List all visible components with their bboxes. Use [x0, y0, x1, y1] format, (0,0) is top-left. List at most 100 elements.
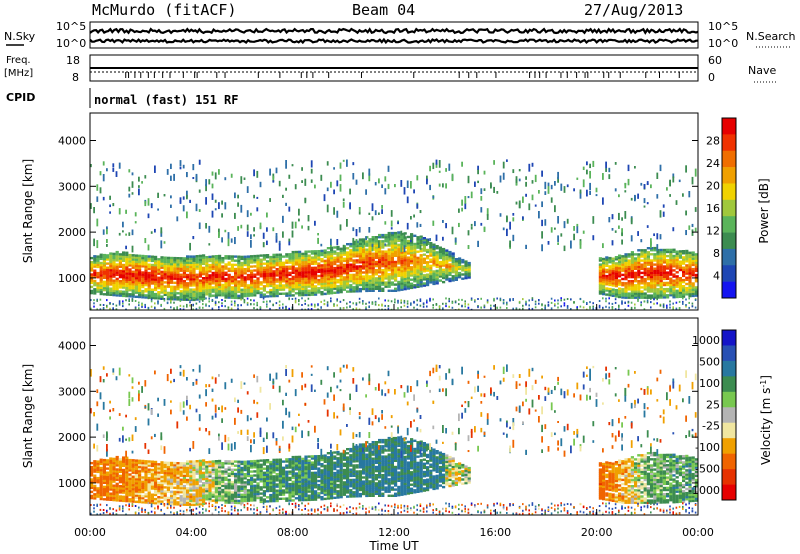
velocity-cell: [195, 482, 199, 486]
velocity-cell: [115, 495, 119, 498]
power-cell: [390, 275, 394, 278]
power-cell: [112, 256, 116, 260]
power-cell: [237, 274, 241, 277]
velocity-cell: [128, 503, 130, 506]
power-cell: [285, 273, 289, 277]
power-cell: [666, 281, 670, 285]
power-cell: [102, 282, 106, 286]
velocity-cell: [115, 509, 118, 512]
power-cell: [323, 288, 327, 291]
velocity-cell: [186, 462, 190, 465]
power-cell: [173, 263, 177, 266]
power-cell: [96, 184, 99, 191]
power-cell: [598, 277, 602, 281]
power-cell: [221, 257, 225, 260]
power-cell: [243, 268, 247, 271]
power-cell: [563, 302, 566, 305]
power-cell: [640, 296, 644, 299]
velocity-cell: [128, 475, 132, 478]
velocity-cell: [141, 464, 145, 467]
velocity-cell: [118, 476, 122, 480]
power-cell: [438, 263, 442, 266]
power-cell: [304, 308, 306, 310]
power-cell: [621, 294, 625, 297]
power-cell: [195, 307, 198, 310]
power-cell: [230, 282, 234, 285]
power-cell: [384, 221, 387, 225]
power-cell: [608, 306, 610, 309]
power-cell: [173, 261, 177, 264]
velocity-cell: [192, 481, 196, 484]
velocity-cell: [109, 465, 113, 469]
power-cell: [384, 271, 388, 274]
power-cell: [442, 252, 446, 255]
power-cell: [358, 275, 362, 278]
power-cell: [496, 191, 499, 194]
power-cell: [157, 278, 161, 282]
power-cell: [259, 260, 263, 263]
power-cell: [326, 292, 330, 295]
power-cell: [234, 302, 236, 305]
power-cell: [672, 308, 674, 310]
velocity-cell: [118, 508, 121, 511]
velocity-cell: [189, 487, 193, 490]
power-cell: [237, 296, 241, 300]
power-cell: [458, 276, 462, 279]
power-cell: [118, 302, 121, 305]
power-cell: [157, 295, 161, 298]
velocity-cell: [189, 499, 193, 502]
power-cell: [317, 262, 321, 265]
power-cell: [608, 261, 612, 264]
power-cell: [163, 275, 167, 278]
power-cell: [688, 294, 692, 298]
power-cell: [320, 264, 324, 267]
power-cell: [371, 281, 375, 284]
power-cell: [634, 306, 636, 309]
power-cell: [346, 306, 348, 309]
power-cell: [419, 254, 423, 257]
power-cell: [192, 265, 196, 269]
velocity-cell: [112, 472, 116, 475]
velocity-cell: [99, 503, 102, 506]
velocity-cell: [115, 470, 119, 473]
velocity-cell: [90, 408, 92, 414]
power-cell: [186, 263, 190, 266]
power-cell: [362, 240, 366, 243]
power-cell: [272, 259, 276, 263]
velocity-cell: [141, 480, 145, 483]
velocity-cell: [128, 483, 132, 486]
velocity-cell: [93, 507, 95, 510]
power-cell: [304, 256, 308, 260]
power-cell: [426, 273, 430, 276]
velocity-cell: [128, 505, 130, 507]
power-cell: [259, 308, 262, 310]
power-cell: [115, 250, 119, 254]
power-cell: [214, 303, 217, 306]
power-cell: [342, 307, 345, 310]
power-cell: [106, 228, 108, 235]
power-cell: [237, 307, 239, 310]
power-cell: [118, 290, 122, 293]
power-cell: [451, 300, 454, 303]
power-cell: [179, 263, 183, 266]
power-cell: [646, 284, 650, 287]
power-cell: [333, 305, 335, 307]
power-cell: [368, 246, 372, 249]
power-cell: [170, 291, 174, 295]
power-cell: [422, 278, 426, 281]
power-cell: [266, 282, 270, 286]
power-cell: [365, 306, 367, 309]
power-cell: [362, 258, 366, 262]
power-cell: [122, 284, 126, 287]
power-cell: [109, 293, 113, 296]
velocity-cell: [166, 484, 170, 487]
power-cell: [461, 305, 463, 308]
power-cell: [650, 269, 654, 272]
power-cell: [416, 240, 420, 243]
power-cell: [627, 267, 631, 270]
power-cell: [170, 287, 174, 291]
power-cell: [416, 279, 420, 282]
power-cell: [397, 274, 401, 277]
power-cell: [522, 307, 524, 310]
power-cell: [355, 273, 359, 276]
